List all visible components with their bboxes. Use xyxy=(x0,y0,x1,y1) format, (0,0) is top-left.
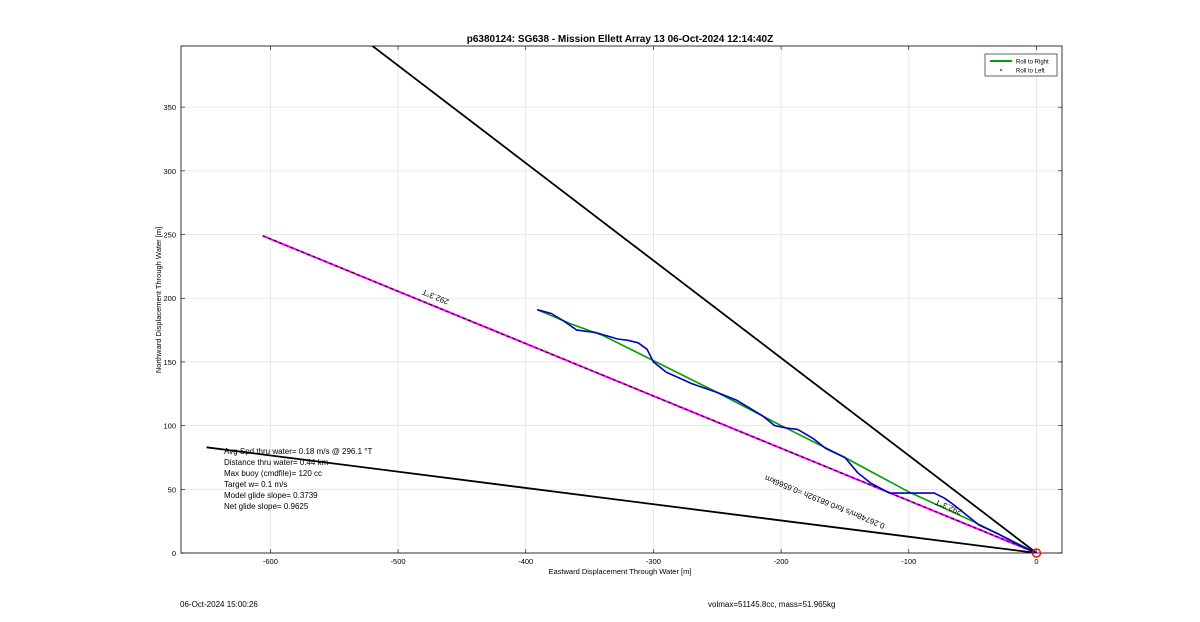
plot-lines xyxy=(206,46,1038,553)
footer-timestamp: 06-Oct-2024 15:00:26 xyxy=(180,600,258,609)
y-tick-label-4: 200 xyxy=(163,294,176,303)
legend-box xyxy=(984,53,1058,77)
y-tick-label-1: 50 xyxy=(168,485,176,494)
lower-bound-line xyxy=(206,446,1037,553)
x-tick-label-6: 0 xyxy=(1034,557,1038,566)
info-line-3: Target w= 0.1 m/s xyxy=(224,480,287,489)
y-tick-label-3: 150 xyxy=(163,358,176,367)
y-tick-label-5: 250 xyxy=(163,231,176,240)
heading-line-dash xyxy=(262,235,1037,553)
y-axis-label: Northward Displacement Through Water [m] xyxy=(154,227,163,373)
x-tick-label-5: -100 xyxy=(901,557,916,566)
footer-vol-mass: volmax=51145.8cc, mass=51.965kg xyxy=(708,600,836,609)
y-tick-label-7: 350 xyxy=(163,103,176,112)
x-axis-label: Eastward Displacement Through Water [m] xyxy=(549,567,692,576)
legend-label-0: Roll to Right xyxy=(1016,60,1049,66)
annotation-2: 0.26748m/s for0.68192h =0.6566km xyxy=(763,473,886,530)
plot-area xyxy=(180,45,1063,554)
info-line-2: Max buoy (cmdfile)= 120 cc xyxy=(224,469,322,478)
grid xyxy=(181,46,1062,554)
tick-labels: -600 -500 -400 -300 -200 -100 0 0 50 100 150 200 250… xyxy=(163,46,1062,566)
x-tick-label-3: -300 xyxy=(646,557,661,566)
series-line-0 xyxy=(536,308,1037,553)
info-line-1: Distance thru water= 0.44 km xyxy=(224,458,329,467)
upper-bound-line xyxy=(371,46,1038,553)
info-line-5: Net glide slope= 0.9625 xyxy=(224,502,309,511)
y-tick-label-2: 100 xyxy=(163,422,176,431)
x-tick-label-4: -200 xyxy=(774,557,789,566)
x-tick-label-2: -400 xyxy=(518,557,533,566)
legend-swatch-1 xyxy=(1000,69,1002,71)
info-line-0: Avg Spd thru water= 0.18 m/s @ 296.1 °T xyxy=(224,447,372,456)
series-line-1 xyxy=(536,308,1037,553)
chart-title: p6380124: SG638 - Mission Ellett Array 1… xyxy=(467,34,773,45)
legend: Roll to Right Roll to Left xyxy=(984,53,1058,77)
x-tick-label-1: -500 xyxy=(391,557,406,566)
info-line-4: Model glide slope= 0.3739 xyxy=(224,491,318,500)
legend-label-1: Roll to Left xyxy=(1016,69,1045,75)
y-tick-label-6: 300 xyxy=(163,167,176,176)
x-tick-label-0: -600 xyxy=(263,557,278,566)
origin-marker xyxy=(1031,548,1042,558)
y-tick-label-0: 0 xyxy=(172,549,176,558)
info-box: Avg Spd thru water= 0.18 m/s @ 296.1 °T D… xyxy=(224,447,372,511)
